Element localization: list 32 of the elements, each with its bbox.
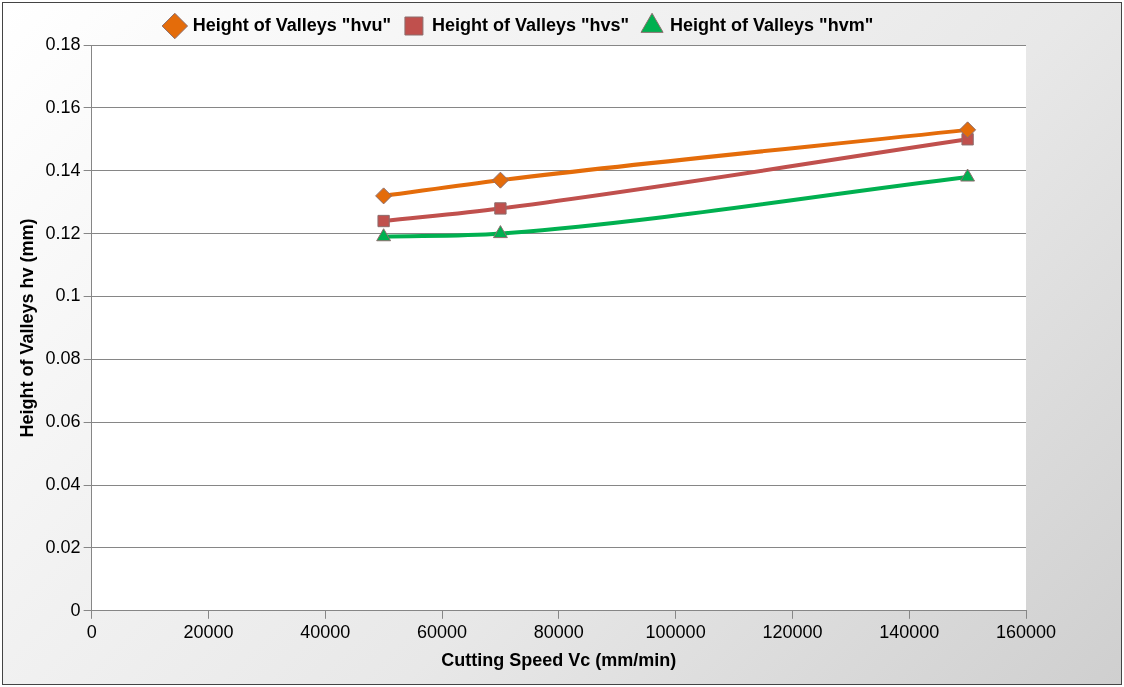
legend-label: Height of Valleys "hvm"	[670, 14, 874, 35]
y-tick-label: 0.14	[45, 159, 81, 180]
x-tick-label: 20000	[183, 621, 234, 642]
point	[377, 214, 390, 228]
y-axis-title: Height of Valleys hv (mm)	[16, 218, 37, 438]
point	[494, 202, 507, 215]
legend-label: Height of Valleys "hvs"	[431, 14, 630, 35]
x-tick-label: 140000	[879, 621, 940, 642]
y-tick-label: 0.08	[45, 348, 81, 369]
point	[376, 228, 392, 242]
point	[960, 168, 976, 182]
point	[375, 187, 393, 205]
x-tick-label: 120000	[762, 621, 823, 642]
legend-label: Height of Valleys "hvu"	[192, 14, 391, 35]
y-tick-label: 0.04	[45, 474, 81, 495]
x-tick-label: 60000	[416, 621, 468, 642]
x-tick-label: 100000	[645, 621, 706, 642]
x-tick-label: 80000	[533, 621, 584, 642]
y-tick-label: 0.18	[45, 33, 81, 54]
y-tick-label: 0.1	[55, 285, 81, 306]
y-tick-label: 0.06	[45, 411, 81, 432]
point	[491, 171, 509, 189]
x-axis-title: Cutting Speed Vc (mm/min)	[441, 650, 677, 671]
y-tick-label: 0.16	[45, 96, 81, 117]
y-tick-label: 0.12	[45, 222, 81, 243]
y-tick-label: 0	[70, 599, 81, 620]
point	[492, 225, 508, 239]
point	[959, 121, 977, 139]
x-tick-label: 0	[86, 621, 97, 642]
y-tick-label: 0.02	[45, 536, 81, 557]
x-tick-label: 40000	[300, 621, 351, 642]
x-tick-label: 160000	[995, 621, 1057, 642]
